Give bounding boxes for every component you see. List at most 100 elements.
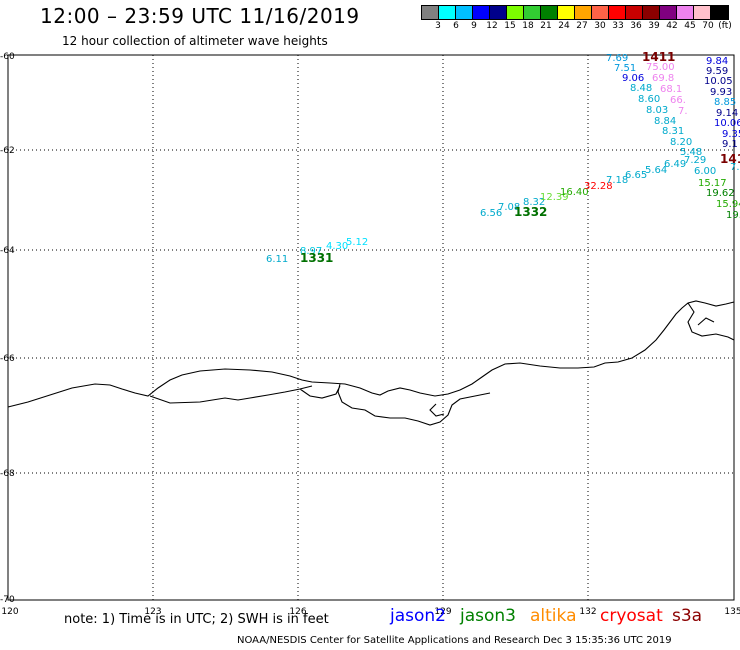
legend-label: 9 <box>471 21 477 31</box>
longitude-label: 120 <box>1 607 18 617</box>
wave-height-value: 5.12 <box>346 237 368 248</box>
latitude-label: -62 <box>0 146 15 156</box>
legend-swatch <box>456 6 473 19</box>
pass-number-label: 141 <box>720 152 740 166</box>
wave-height-value: 6.00 <box>694 166 716 177</box>
legend-swatch <box>439 6 456 19</box>
wave-height-value: 7.69 <box>606 53 628 64</box>
wave-height-value: 32.28 <box>584 181 613 192</box>
legend-swatch <box>609 6 626 19</box>
legend-labels: 3 6 9 12 15 18 21 24 27 30 33 36 39 42 45 70 (ft) <box>421 20 732 32</box>
legend-label: 36 <box>630 21 642 31</box>
pass-number-label: 1331 <box>300 251 333 265</box>
wave-height-value: 8.31 <box>662 126 684 137</box>
legend-swatch <box>643 6 660 19</box>
wave-height-value: 7. <box>730 162 740 173</box>
mission-s3a: s3a <box>672 606 703 626</box>
longitude-label: 123 <box>144 607 161 617</box>
wave-height-value: 19. <box>726 210 740 221</box>
legend-swatch <box>422 6 439 19</box>
wave-height-value: 4.30 <box>326 241 348 252</box>
legend-swatch <box>558 6 575 19</box>
wave-height-value: 15.94 <box>716 199 740 210</box>
wave-height-value: 6.56 <box>480 208 502 219</box>
wave-height-value: 8.48 <box>630 83 652 94</box>
latitude-label: -64 <box>0 246 15 256</box>
wave-height-value: 6.65 <box>625 170 647 181</box>
wave-height-value: 16.40 <box>560 187 589 198</box>
legend-label: 21 <box>540 21 552 31</box>
legend-swatch <box>490 6 507 19</box>
legend-swatch <box>541 6 558 19</box>
wave-height-value: 9.93 <box>710 87 732 98</box>
legend-label: 45 <box>684 21 696 31</box>
mission-jason2: jason2 <box>390 606 446 626</box>
wave-height-value: 6.49 <box>664 159 686 170</box>
wave-height-value: 7.08 <box>498 202 520 213</box>
graticule <box>8 55 734 600</box>
wave-height-value: 10.05 <box>704 76 733 87</box>
legend-label: 24 <box>558 21 570 31</box>
wave-height-value: 66. <box>670 95 686 106</box>
wave-height-value: 7.29 <box>684 155 706 166</box>
wave-height-value: 5.48 <box>680 147 702 158</box>
longitude-label: 129 <box>434 607 451 617</box>
wave-height-value: 10.06 <box>714 118 740 129</box>
longitude-label: 126 <box>289 607 306 617</box>
latitude-label: -68 <box>0 469 15 479</box>
map-subtitle: 12 hour collection of altimeter wave hei… <box>62 34 328 48</box>
mission-cryosat: cryosat <box>600 606 663 626</box>
legend-swatch <box>524 6 541 19</box>
wave-height-value: 8.60 <box>638 94 660 105</box>
pass-number-label: 1411 <box>642 50 675 64</box>
wave-height-value: 68.1 <box>660 84 682 95</box>
antarctic-coastline <box>7 300 735 426</box>
wave-height-value: 8.84 <box>654 116 676 127</box>
legend-swatch <box>677 6 694 19</box>
legend-label: 30 <box>594 21 606 31</box>
wave-height-value: 12.39 <box>540 192 569 203</box>
legend-swatch <box>694 6 711 19</box>
wave-height-value: 8.85 <box>714 97 736 108</box>
legend-label: 18 <box>522 21 534 31</box>
legend-label: 27 <box>576 21 588 31</box>
wave-height-value: 9.06 <box>622 73 644 84</box>
wave-height-value: 9.14 <box>716 108 738 119</box>
wave-height-value: 8.03 <box>646 105 668 116</box>
legend-label: 12 <box>486 21 498 31</box>
legend-swatch <box>626 6 643 19</box>
mission-altika: altika <box>530 606 577 626</box>
footnote: note: 1) Time is in UTC; 2) SWH is in fe… <box>64 612 329 627</box>
pass-number-label: 1332 <box>514 205 547 219</box>
legend-unit: (ft) <box>718 21 732 31</box>
wave-height-value: 9.35 <box>722 129 740 140</box>
legend-label: 70 <box>702 21 714 31</box>
wave-height-value: 8.20 <box>670 137 692 148</box>
latitude-label: -66 <box>0 354 15 364</box>
color-legend: 3 6 9 12 15 18 21 24 27 30 33 36 39 42 45 70 (ft) <box>421 5 732 32</box>
legend-label: 42 <box>666 21 678 31</box>
wave-height-value: 7. <box>678 106 688 117</box>
wave-height-value: 9.59 <box>706 66 728 77</box>
longitude-label: 132 <box>579 607 596 617</box>
map-frame <box>7 54 735 601</box>
mission-jason3: jason3 <box>460 606 516 626</box>
wave-height-value: 9.1 <box>722 139 738 150</box>
wave-height-value: 6.11 <box>266 254 288 265</box>
credit-line: NOAA/NESDIS Center for Satellite Applica… <box>237 635 672 646</box>
legend-swatch <box>507 6 524 19</box>
legend-swatch <box>592 6 609 19</box>
latitude-label: -60 <box>0 52 15 62</box>
wave-height-value: 8.97 <box>300 246 322 257</box>
legend-label: 39 <box>648 21 660 31</box>
latitude-label: -70 <box>0 595 15 605</box>
wave-height-value: 19.62 <box>706 188 735 199</box>
legend-label: 6 <box>453 21 459 31</box>
wave-height-value: 7.18 <box>606 175 628 186</box>
wave-height-value: 9.84 <box>706 56 728 67</box>
legend-label: 15 <box>504 21 516 31</box>
wave-height-value: 75.00 <box>646 62 675 73</box>
legend-swatch <box>711 6 728 19</box>
wave-height-value: 69.8 <box>652 73 674 84</box>
